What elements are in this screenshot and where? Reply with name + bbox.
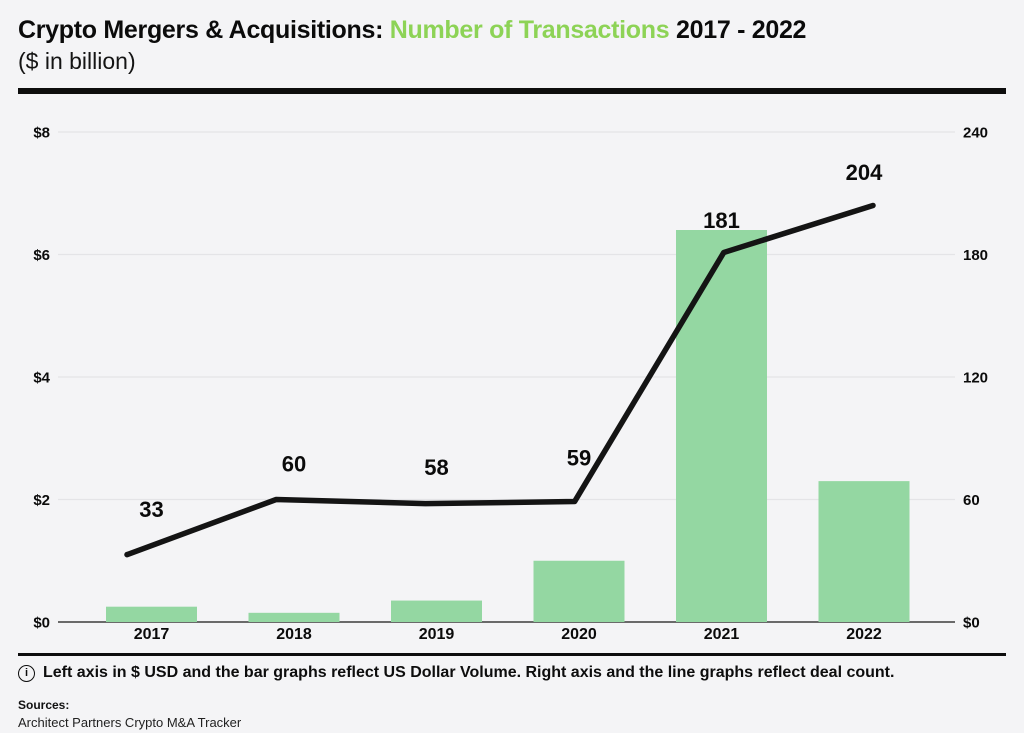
footer-divider [18,653,1006,656]
left-axis-tick: $4 [33,370,50,387]
bar-2019 [391,600,482,622]
sources-value: Architect Partners Crypto M&A Tracker [18,715,242,730]
x-axis-label-2020: 2020 [561,626,597,643]
chart-title: Crypto Mergers & Acquisitions: Number of… [18,16,1008,45]
sources: Sources: Architect Partners Crypto M&A T… [18,698,241,730]
right-axis-tick: $0 [963,615,980,632]
title-suffix: 2017 - 2022 [669,16,807,44]
data-label-2018: 60 [282,451,306,476]
deal-count-line [124,202,876,558]
x-axis-label-2019: 2019 [419,626,455,643]
left-axis-tick: $0 [33,615,50,632]
left-axis-tick: $6 [33,247,50,264]
x-axis-label-2022: 2022 [846,626,882,643]
info-icon: i [18,664,35,682]
x-axis-label-2018: 2018 [276,626,312,643]
top-divider [18,88,1006,94]
title-prefix: Crypto Mergers & Acquisitions: [18,16,390,44]
bar-2022 [818,481,910,622]
bar-2020 [533,560,625,622]
header: Crypto Mergers & Acquisitions: Number of… [18,16,1008,75]
footnote-text: Left axis in $ USD and the bar graphs re… [43,664,895,681]
right-axis-tick: 60 [963,492,980,509]
right-axis-tick: 120 [963,370,988,387]
title-highlight: Number of Transactions [389,16,670,44]
combo-chart: $8 240 $6 180 $4 120 $2 60 $0 $0 33 2017 60 2018 58 201… [33,125,988,644]
bar-2021 [676,230,767,622]
chart-subtitle: ($ in billion) [18,48,136,74]
data-label-2020: 59 [567,446,591,471]
sources-label: Sources: [18,698,70,712]
right-axis-tick: 180 [963,247,988,264]
right-axis-tick: 240 [963,125,988,142]
data-label-2022: 204 [846,160,883,185]
data-label-2019: 58 [424,455,448,480]
footnote: i Left axis in $ USD and the bar graphs … [18,664,1008,682]
left-axis-tick: $2 [33,492,50,509]
data-label-2021: 181 [703,208,740,233]
x-axis-label-2017: 2017 [134,626,170,643]
data-label-2017: 33 [139,497,163,522]
left-axis-tick: $8 [33,125,50,142]
bar-2018 [248,612,340,622]
x-axis-label-2021: 2021 [704,626,740,643]
bar-2017 [106,606,197,622]
